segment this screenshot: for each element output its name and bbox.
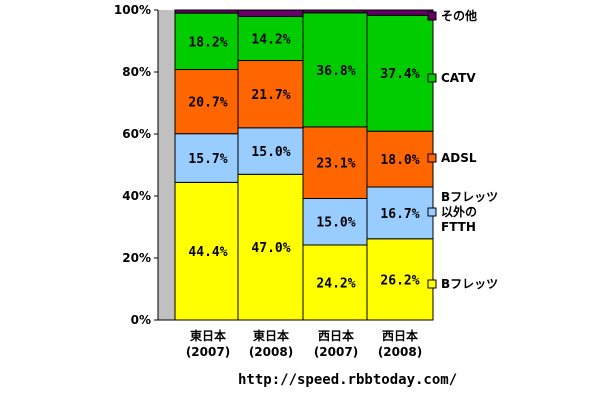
data-labels: 44.4% 15.7% 20.7% 18.2% 47.0% 15.0% 21.7% 14.2%… xyxy=(188,33,419,292)
x-category-label: (2008) xyxy=(378,345,422,359)
legend-label: その他 xyxy=(441,8,477,23)
y-axis-ticks: 0% 20% 40% 60% 80% 100% xyxy=(114,3,158,327)
legend-label: Bフレッツ xyxy=(441,190,498,204)
source-url: http://speed.rbbtoday.com/ xyxy=(238,372,458,388)
bar-segment xyxy=(237,9,305,18)
data-label: 18.0% xyxy=(380,153,419,168)
x-category-label: 東日本 xyxy=(190,328,226,343)
data-label: 36.8% xyxy=(316,64,355,79)
data-label: 47.0% xyxy=(251,241,290,256)
x-category-label: (2008) xyxy=(249,345,293,359)
x-category-label: (2007) xyxy=(314,345,358,359)
y-tick-label: 40% xyxy=(122,189,151,203)
data-label: 16.7% xyxy=(380,207,419,222)
legend-label: Bフレッツ xyxy=(441,277,498,291)
y-tick-label: 100% xyxy=(114,3,151,17)
bar-segment xyxy=(237,60,305,129)
y-tick-label: 60% xyxy=(122,127,151,141)
legend-label: FTTH xyxy=(441,220,476,234)
data-label: 18.2% xyxy=(188,35,227,50)
legend-swatch xyxy=(427,73,437,83)
data-label: 20.7% xyxy=(188,96,227,111)
x-category-label: 西日本 xyxy=(382,328,418,343)
data-label: 23.1% xyxy=(316,157,355,172)
legend-swatch xyxy=(427,153,437,163)
bar-segment xyxy=(302,9,370,14)
bars xyxy=(174,9,434,321)
legend-swatch xyxy=(427,207,437,217)
bar-segment xyxy=(366,186,434,240)
data-label: 26.2% xyxy=(380,273,419,288)
data-label: 44.4% xyxy=(188,245,227,260)
data-label: 37.4% xyxy=(380,67,419,82)
bar-segment xyxy=(237,173,305,321)
x-category-label: 西日本 xyxy=(318,328,354,343)
legend-label: 以外の xyxy=(441,204,477,219)
y-tick-label: 20% xyxy=(122,251,151,265)
bar-segment xyxy=(366,9,434,16)
x-category-label: 東日本 xyxy=(253,328,289,343)
legend-swatch xyxy=(427,279,437,289)
legend-label: ADSL xyxy=(441,151,477,165)
y-tick-label: 80% xyxy=(122,65,151,79)
data-label: 21.7% xyxy=(251,88,290,103)
bar-segment xyxy=(302,12,370,128)
bar-segment xyxy=(174,12,242,71)
data-label: 15.0% xyxy=(251,145,290,160)
data-label: 24.2% xyxy=(316,276,355,291)
bar-segment xyxy=(174,9,242,14)
legend-swatch xyxy=(427,11,437,21)
bar-segment xyxy=(237,16,305,62)
y-tick-label: 0% xyxy=(131,313,151,327)
bar-segment xyxy=(366,238,434,321)
category-labels: 東日本 (2007) 東日本 (2008) 西日本 (2007) 西日本 (2008) xyxy=(186,328,422,359)
x-category-label: (2007) xyxy=(186,345,230,359)
data-label: 15.0% xyxy=(316,216,355,231)
data-label: 15.7% xyxy=(188,152,227,167)
data-label: 14.2% xyxy=(251,33,290,48)
legend-label: CATV xyxy=(441,71,476,85)
